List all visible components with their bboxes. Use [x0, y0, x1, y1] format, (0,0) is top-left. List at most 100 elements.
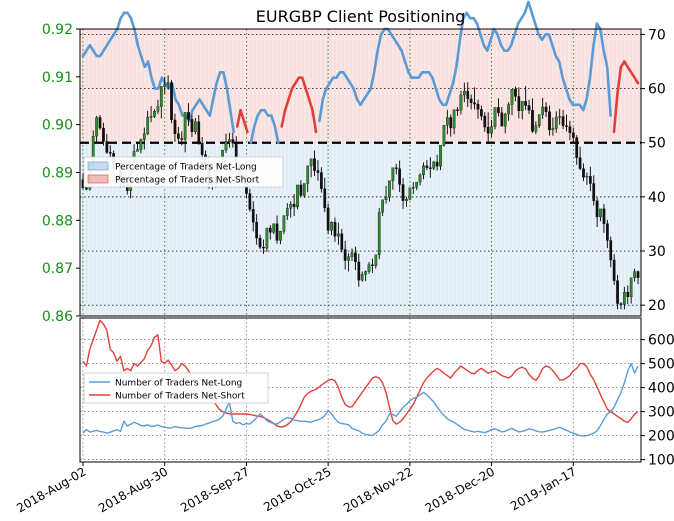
- legend-label: Percentage of Traders Net-Short: [115, 176, 260, 186]
- candle-down: [187, 112, 190, 120]
- candle-up: [194, 121, 197, 132]
- candle-down: [173, 119, 177, 134]
- left-tick-label: 0.88: [42, 213, 73, 229]
- candle-up: [452, 109, 456, 129]
- right-tick-label: 60: [648, 82, 666, 98]
- candle-down: [609, 240, 613, 261]
- candle-up: [462, 91, 466, 96]
- candle-up: [551, 128, 555, 131]
- candle-down: [636, 271, 640, 278]
- percent-net-long-line-4: [318, 0, 612, 123]
- candle-up: [633, 271, 636, 278]
- candle-up: [156, 106, 160, 112]
- candle-up: [364, 271, 367, 275]
- candle-down: [571, 132, 575, 138]
- lower-right-tick-label: 100: [648, 453, 674, 469]
- candle-down: [473, 102, 476, 105]
- candle-up: [296, 184, 299, 208]
- candle-up: [558, 116, 562, 118]
- lower-right-tick-label: 600: [648, 333, 674, 349]
- candle-up: [520, 101, 524, 111]
- candle-up: [142, 133, 146, 140]
- candle-up: [183, 112, 187, 140]
- legend-label: Percentage of Traders Net-Long: [115, 163, 257, 173]
- right-tick-label: 30: [648, 244, 666, 260]
- candle-up: [265, 227, 269, 249]
- candle-up: [432, 161, 436, 169]
- candle-down: [326, 207, 330, 231]
- candle-down: [251, 209, 255, 223]
- candle-down: [248, 193, 252, 210]
- candle-down: [262, 246, 265, 249]
- candle-down: [319, 172, 323, 189]
- candle-up: [391, 167, 395, 181]
- percent-net-short-line-3: [280, 76, 318, 134]
- candle-down: [531, 110, 534, 132]
- candle-down: [190, 119, 194, 132]
- candle-down: [354, 252, 357, 263]
- candle-up: [289, 203, 293, 209]
- upper-legend-box: [83, 156, 284, 188]
- candle-down: [565, 125, 568, 127]
- legend-swatch: [87, 174, 109, 184]
- candle-down: [180, 138, 184, 140]
- candle-up: [330, 222, 333, 231]
- right-tick-label: 40: [648, 190, 666, 206]
- candle-down: [401, 184, 405, 201]
- candle-up: [537, 114, 541, 126]
- candle-down: [527, 105, 531, 111]
- candle-down: [595, 200, 599, 218]
- candle-up: [139, 139, 143, 150]
- candle-up: [163, 84, 167, 87]
- candle-up: [442, 124, 446, 146]
- candle-down: [255, 222, 259, 239]
- candle-down: [497, 107, 500, 113]
- legends: Percentage of Traders Net-Long Percentage…: [83, 156, 284, 404]
- percent-net-long-line-0: [81, 11, 235, 134]
- candle-down: [435, 161, 439, 167]
- x-tick-label: 2018-Aug-30: [96, 464, 170, 515]
- left-tick-label: 0.89: [42, 166, 73, 182]
- right-tick-label: 20: [648, 298, 666, 314]
- right-tick-label: 70: [648, 27, 666, 43]
- x-tick-label: 2018-Nov-22: [341, 464, 415, 515]
- lower-right-tick-label: 300: [648, 405, 674, 421]
- upper-legend: Percentage of Traders Net-Long Percentage…: [83, 156, 284, 188]
- candle-down: [268, 227, 272, 233]
- candle-up: [384, 197, 388, 200]
- candle-up: [159, 86, 163, 107]
- candle-down: [619, 303, 623, 305]
- candle-down: [258, 237, 262, 248]
- candle-up: [408, 187, 412, 200]
- candle-up: [309, 158, 313, 166]
- candle-down: [578, 157, 582, 169]
- candle-up: [136, 149, 139, 152]
- percent-net-short-line-5: [612, 60, 640, 134]
- candle-up: [360, 274, 364, 281]
- candle-down: [476, 103, 480, 110]
- candle-up: [388, 180, 391, 198]
- x-tick-label: 2018-Aug-02: [14, 464, 88, 515]
- legend-label: Number of Traders Net-Long: [115, 379, 242, 389]
- candle-up: [599, 208, 602, 218]
- candle-up: [490, 126, 493, 134]
- candle-down: [333, 222, 337, 237]
- candle-down: [469, 98, 473, 103]
- candle-up: [306, 165, 310, 184]
- candle-up: [282, 215, 286, 232]
- candle-down: [343, 249, 347, 261]
- candle-up: [146, 116, 150, 134]
- candle-down: [105, 141, 109, 153]
- legend-label: Number of Traders Net-Short: [115, 392, 245, 402]
- x-tick-label: 2018-Dec-20: [423, 464, 497, 515]
- candle-down: [480, 109, 483, 117]
- candle-down: [517, 96, 521, 111]
- candle-up: [411, 187, 415, 189]
- candle-down: [568, 126, 572, 133]
- candle-up: [510, 89, 514, 105]
- candle-down: [486, 126, 490, 134]
- x-tick-label: 2018-Sep-27: [178, 464, 252, 515]
- candle-up: [337, 233, 340, 237]
- candle-down: [340, 233, 344, 250]
- candle-up: [228, 139, 231, 143]
